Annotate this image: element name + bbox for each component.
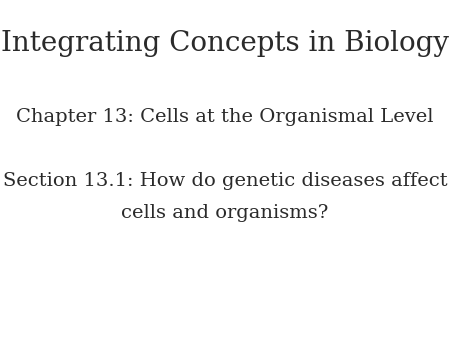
Text: cells and organisms?: cells and organisms? — [122, 204, 328, 222]
Text: Section 13.1: How do genetic diseases affect: Section 13.1: How do genetic diseases af… — [3, 172, 447, 190]
Text: Integrating Concepts in Biology: Integrating Concepts in Biology — [1, 30, 449, 57]
Text: Chapter 13: Cells at the Organismal Level: Chapter 13: Cells at the Organismal Leve… — [16, 108, 434, 126]
